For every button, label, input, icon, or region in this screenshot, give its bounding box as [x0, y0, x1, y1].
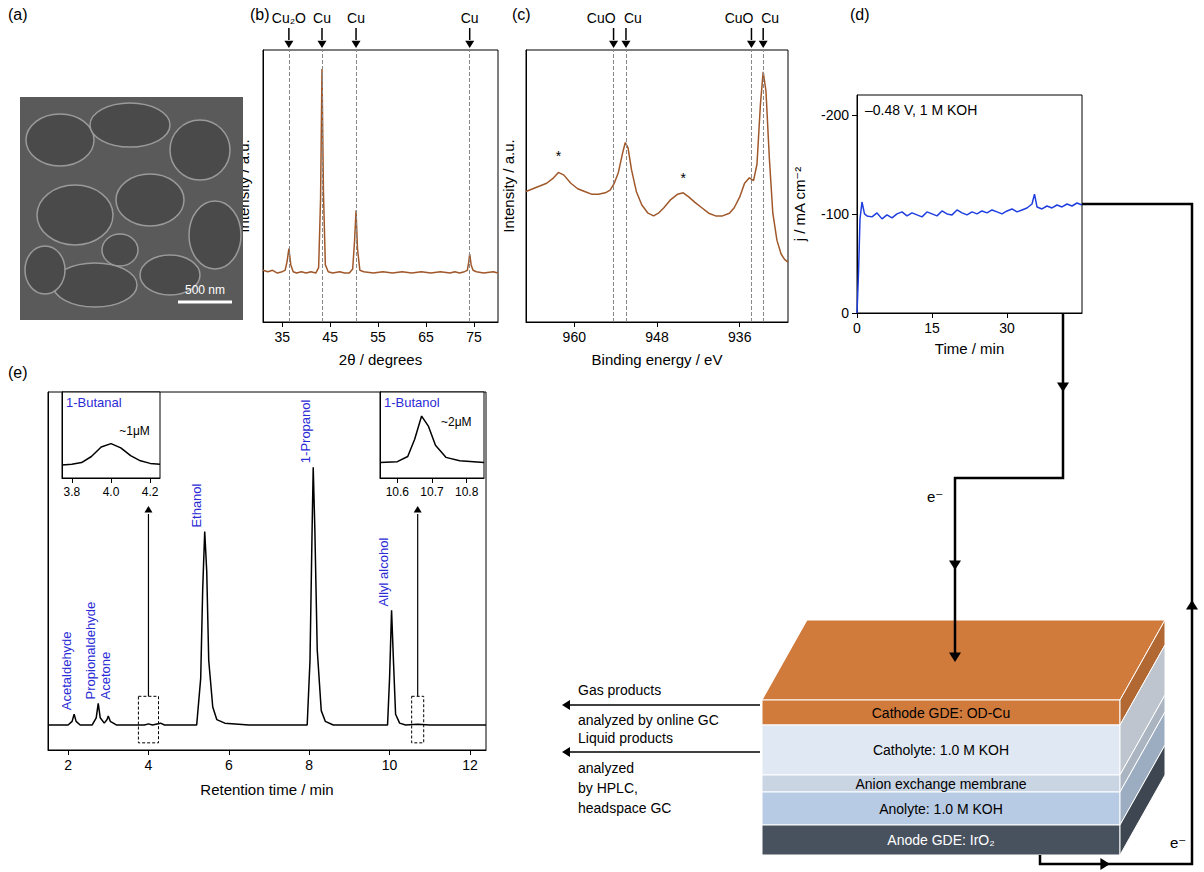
svg-text:10.8: 10.8	[455, 485, 479, 499]
svg-text:75: 75	[466, 329, 482, 345]
svg-text:936: 936	[728, 329, 752, 345]
svg-text:headspace GC: headspace GC	[578, 800, 671, 816]
svg-text:Cu: Cu	[313, 10, 331, 26]
svg-text:(e): (e)	[8, 364, 28, 381]
svg-text:j / mA cm⁻²: j / mA cm⁻²	[791, 167, 808, 243]
svg-text:Cu: Cu	[624, 10, 642, 26]
svg-text:10: 10	[382, 757, 398, 773]
svg-text:Catholyte: 1.0 M KOH: Catholyte: 1.0 M KOH	[873, 742, 1009, 758]
svg-text:(b): (b)	[250, 6, 270, 23]
svg-text:(d): (d)	[850, 6, 870, 23]
svg-text:Retention time / min: Retention time / min	[200, 781, 333, 798]
svg-text:Cu: Cu	[347, 10, 365, 26]
svg-text:CuO: CuO	[587, 10, 616, 26]
svg-text:*: *	[556, 148, 562, 164]
svg-text:3.8: 3.8	[63, 485, 80, 499]
svg-text:-200: -200	[821, 107, 849, 123]
svg-text:Anode GDE: IrO₂: Anode GDE: IrO₂	[887, 832, 994, 848]
svg-text:35: 35	[274, 329, 290, 345]
svg-text:0: 0	[841, 305, 849, 321]
svg-text:Liquid products: Liquid products	[578, 730, 673, 746]
svg-text:by HPLC,: by HPLC,	[578, 780, 638, 796]
svg-text:~2μM: ~2μM	[441, 415, 472, 429]
svg-text:2: 2	[64, 757, 72, 773]
svg-text:Propionaldehyde: Propionaldehyde	[83, 602, 98, 700]
svg-text:(c): (c)	[512, 6, 531, 23]
svg-text:10.6: 10.6	[386, 485, 410, 499]
svg-text:45: 45	[322, 329, 338, 345]
svg-text:Cu: Cu	[761, 10, 779, 26]
svg-text:(a): (a)	[8, 6, 28, 23]
svg-text:Binding energy / eV: Binding energy / eV	[592, 351, 723, 368]
svg-text:1-Butanal: 1-Butanal	[66, 395, 122, 410]
svg-text:Intensity / a.u.: Intensity / a.u.	[500, 139, 517, 232]
svg-text:10.7: 10.7	[420, 485, 444, 499]
svg-text:55: 55	[370, 329, 386, 345]
svg-text:1-Propanol: 1-Propanol	[298, 399, 313, 463]
svg-text:12: 12	[462, 757, 478, 773]
svg-text:~1μM: ~1μM	[119, 424, 150, 438]
svg-text:960: 960	[563, 329, 587, 345]
svg-text:Allyl alcohol: Allyl alcohol	[376, 538, 391, 607]
svg-text:2θ / degrees: 2θ / degrees	[339, 351, 422, 368]
svg-text:Cu: Cu	[461, 10, 479, 26]
svg-text:Acetone: Acetone	[98, 652, 113, 700]
svg-text:500 nm: 500 nm	[185, 283, 225, 297]
svg-text:Ethanol: Ethanol	[189, 483, 204, 527]
svg-text:65: 65	[418, 329, 434, 345]
svg-text:948: 948	[645, 329, 669, 345]
svg-text:–0.48 V, 1 M KOH: –0.48 V, 1 M KOH	[865, 102, 977, 118]
svg-text:30: 30	[999, 320, 1015, 336]
svg-text:Intensity / a.u.: Intensity / a.u.	[235, 139, 252, 233]
svg-text:4: 4	[145, 757, 153, 773]
svg-text:Anolyte: 1.0 M KOH: Anolyte: 1.0 M KOH	[879, 801, 1003, 817]
svg-text:4.2: 4.2	[142, 485, 159, 499]
svg-text:Gas products: Gas products	[578, 682, 661, 698]
svg-text:-100: -100	[821, 206, 849, 222]
svg-text:6: 6	[225, 757, 233, 773]
svg-text:Cu₂O: Cu₂O	[272, 10, 306, 26]
svg-text:analyzed by online GC: analyzed by online GC	[578, 712, 719, 728]
svg-text:Time / min: Time / min	[935, 340, 1004, 357]
svg-text:4.0: 4.0	[103, 485, 120, 499]
svg-text:Cathode GDE: OD-Cu: Cathode GDE: OD-Cu	[872, 705, 1011, 721]
svg-text:Acetaldehyde: Acetaldehyde	[59, 631, 74, 710]
svg-text:Anion exchange membrane: Anion exchange membrane	[855, 776, 1026, 792]
svg-text:CuO: CuO	[725, 10, 754, 26]
svg-text:e⁻: e⁻	[1170, 834, 1186, 851]
svg-text:*: *	[680, 170, 686, 186]
svg-text:0: 0	[853, 320, 861, 336]
svg-text:8: 8	[305, 757, 313, 773]
svg-text:1-Butanol: 1-Butanol	[384, 395, 440, 410]
svg-text:analyzed: analyzed	[578, 760, 634, 776]
svg-text:15: 15	[924, 320, 940, 336]
svg-text:e⁻: e⁻	[927, 488, 943, 505]
